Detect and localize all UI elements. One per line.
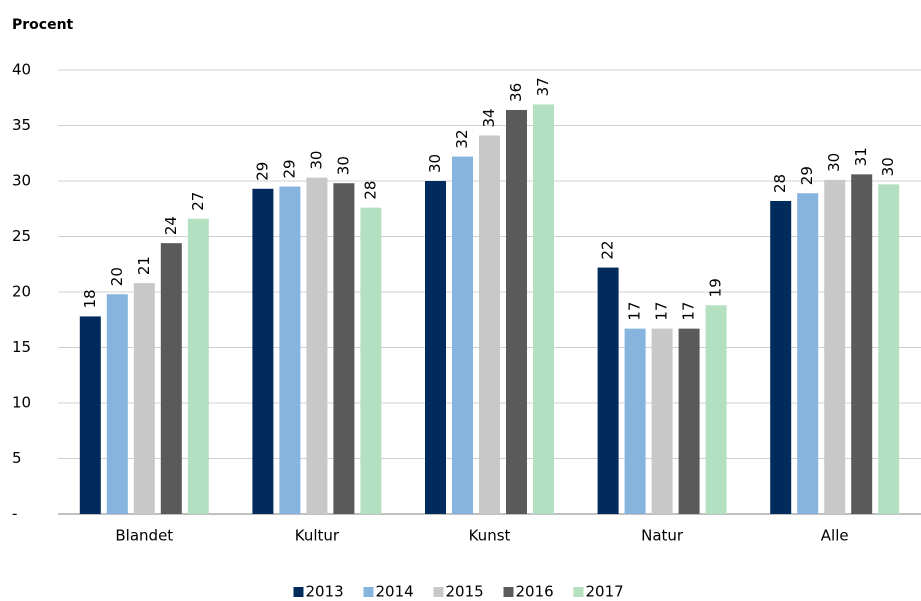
y-tick-label: 35: [12, 116, 31, 134]
bar: [479, 135, 500, 515]
value-label: 28: [771, 174, 789, 193]
value-label: 30: [334, 156, 352, 175]
bar: [624, 328, 646, 514]
bar: [824, 179, 846, 514]
value-label: 30: [825, 153, 843, 172]
value-label: 22: [599, 240, 617, 259]
y-tick-label: 10: [12, 394, 31, 412]
bar: [678, 328, 700, 514]
bar: [506, 109, 527, 515]
x-tick-label: Alle: [821, 527, 849, 545]
value-label: 27: [189, 192, 207, 211]
y-tick-label: 5: [12, 449, 22, 467]
bar: [533, 104, 554, 514]
value-label: 34: [480, 108, 498, 127]
bar: [306, 177, 328, 515]
bar: [252, 188, 274, 514]
legend-swatch: [363, 587, 374, 597]
legend-label: 2015: [446, 583, 484, 601]
value-label: 36: [507, 83, 525, 102]
value-label: 30: [307, 151, 325, 170]
bar: [106, 294, 128, 514]
bar: [79, 316, 101, 514]
value-label: 29: [798, 166, 816, 185]
value-label: 24: [162, 216, 180, 235]
bar: [187, 218, 209, 515]
y-tick-label: -: [12, 505, 17, 523]
y-tick-label: 15: [12, 338, 31, 356]
bar: [651, 328, 673, 514]
x-tick-label: Blandet: [115, 527, 173, 545]
bar: [333, 183, 355, 514]
y-tick-label: 30: [12, 172, 31, 190]
value-label: 21: [135, 256, 153, 275]
value-label: 31: [852, 147, 870, 166]
legend-label: 2013: [306, 583, 344, 601]
legend-label: 2016: [516, 583, 554, 601]
bar: [851, 174, 873, 514]
legend-label: 2014: [376, 583, 414, 601]
chart-title: Procent: [12, 17, 74, 33]
value-label: 17: [680, 302, 698, 321]
value-label: 29: [280, 159, 298, 178]
value-label: 20: [108, 267, 126, 286]
bar: [160, 243, 182, 514]
value-label: 32: [453, 129, 471, 148]
legend-swatch: [573, 587, 584, 597]
y-tick-label: 40: [12, 61, 31, 79]
legend-swatch: [293, 587, 304, 597]
value-label: 29: [253, 162, 271, 181]
x-tick-label: Kunst: [469, 527, 511, 545]
bar: [133, 283, 155, 514]
value-label: 30: [879, 157, 897, 176]
bar: [797, 193, 819, 514]
legend-label: 2017: [586, 583, 624, 601]
x-tick-label: Natur: [641, 527, 684, 545]
value-label: 18: [81, 289, 99, 308]
bar: [878, 184, 900, 514]
legend-swatch: [503, 587, 514, 597]
value-label: 17: [626, 302, 644, 321]
bar: [452, 156, 473, 514]
bar: [425, 181, 446, 514]
x-tick-label: Kultur: [295, 527, 340, 545]
bar: [597, 267, 619, 514]
bar: [770, 200, 792, 515]
bar: [705, 305, 727, 514]
value-label: 17: [653, 302, 671, 321]
value-label: 30: [426, 154, 444, 173]
legend-swatch: [433, 587, 444, 597]
value-label: 19: [707, 278, 725, 297]
value-label: 37: [534, 77, 552, 96]
y-tick-label: 20: [12, 283, 31, 301]
bar: [360, 207, 382, 514]
bar: [279, 186, 301, 515]
y-tick-label: 25: [12, 227, 31, 245]
value-label: 28: [361, 181, 379, 200]
